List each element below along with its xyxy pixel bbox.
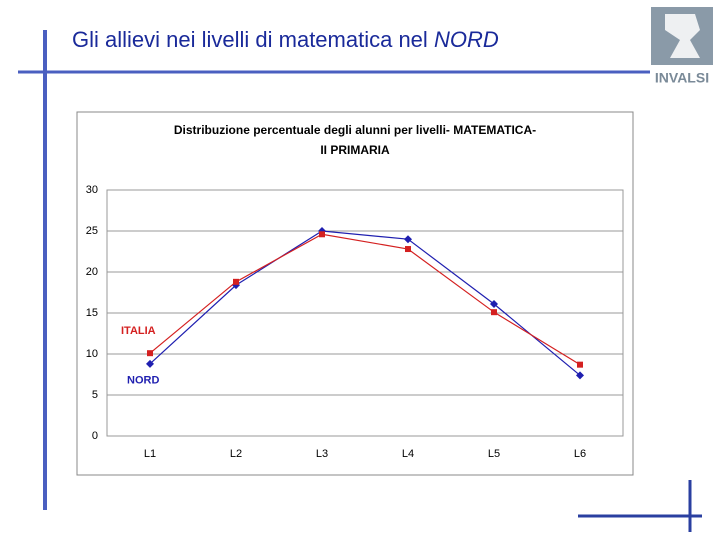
y-tick-label: 15 [86, 307, 98, 319]
x-tick-label: L5 [488, 448, 500, 460]
marker [147, 350, 153, 357]
series-line [149, 233, 581, 366]
y-tick-label: 25 [86, 225, 98, 237]
chart-frame [76, 111, 634, 476]
series-label: NORD [127, 375, 159, 387]
slide-title-emphasis: NORD [434, 27, 499, 52]
marker [490, 299, 498, 308]
logo-text: INVALSI [655, 70, 709, 86]
marker [146, 359, 154, 368]
series-label: ITALIA [121, 325, 156, 337]
marker [319, 231, 325, 238]
x-tick-label: L3 [316, 448, 328, 460]
y-tick-label: 0 [92, 430, 98, 442]
series-line [149, 230, 581, 376]
marker [233, 278, 239, 285]
marker [577, 361, 583, 368]
x-tick-label: L1 [144, 448, 156, 460]
x-tick-label: L6 [574, 448, 586, 460]
x-tick-label: L2 [230, 448, 242, 460]
chart-title: II PRIMARIA [320, 143, 390, 157]
x-tick-label: L4 [402, 448, 414, 460]
chart-title: Distribuzione percentuale degli alunni p… [174, 123, 536, 137]
logo: INVALSI [651, 7, 713, 86]
marker [576, 371, 584, 380]
logo-shape [665, 14, 700, 58]
y-tick-label: 30 [86, 184, 98, 196]
y-tick-label: 20 [86, 266, 98, 278]
marker [491, 309, 497, 316]
slide-title: Gli allievi nei livelli di matematica ne… [72, 27, 499, 52]
marker [405, 246, 411, 253]
y-tick-label: 10 [86, 348, 98, 360]
marker [404, 235, 412, 244]
y-tick-label: 5 [92, 389, 98, 401]
slide-title-text: Gli allievi nei livelli di matematica ne… [72, 27, 428, 52]
